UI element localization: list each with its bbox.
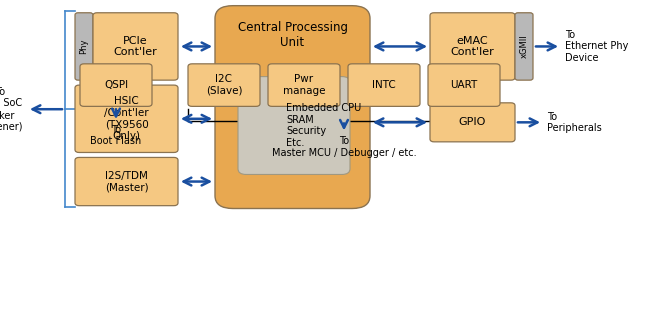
Text: QSPI: QSPI (104, 80, 128, 90)
FancyBboxPatch shape (75, 85, 178, 152)
Text: INTC: INTC (372, 80, 396, 90)
Text: PCIe
Cont'ler: PCIe Cont'ler (114, 36, 157, 57)
Text: I2C
(Slave): I2C (Slave) (206, 74, 242, 96)
Text: HSIC
/Cont'ler
(TX9560
Only): HSIC /Cont'ler (TX9560 Only) (104, 96, 148, 141)
Text: Pwr
manage: Pwr manage (282, 74, 325, 96)
FancyBboxPatch shape (268, 64, 340, 107)
Text: Embedded CPU
SRAM
Security
Etc.: Embedded CPU SRAM Security Etc. (286, 103, 361, 148)
Text: GPIO: GPIO (459, 117, 486, 127)
FancyBboxPatch shape (188, 64, 260, 107)
FancyBboxPatch shape (80, 64, 152, 107)
Text: Central Processing
Unit: Central Processing Unit (238, 22, 348, 49)
Text: Phy: Phy (79, 39, 88, 54)
Text: To
Peripherals: To Peripherals (547, 112, 602, 133)
Text: UART: UART (450, 80, 478, 90)
Text: xGMII: xGMII (519, 35, 529, 58)
FancyBboxPatch shape (238, 77, 350, 174)
Text: To
Boot Flash: To Boot Flash (90, 125, 142, 146)
FancyBboxPatch shape (93, 13, 178, 80)
Text: To
Ethernet Phy
Device: To Ethernet Phy Device (565, 30, 628, 63)
FancyBboxPatch shape (75, 13, 93, 80)
FancyBboxPatch shape (348, 64, 420, 107)
FancyBboxPatch shape (430, 13, 515, 80)
FancyBboxPatch shape (515, 13, 533, 80)
Text: eMAC
Cont'ler: eMAC Cont'ler (451, 36, 494, 57)
FancyBboxPatch shape (215, 6, 370, 209)
FancyBboxPatch shape (430, 103, 515, 142)
Text: To
Master MCU / Debugger / etc.: To Master MCU / Debugger / etc. (272, 136, 416, 158)
Text: I2S/TDM
(Master): I2S/TDM (Master) (105, 171, 148, 192)
FancyBboxPatch shape (428, 64, 500, 107)
FancyBboxPatch shape (75, 158, 178, 206)
Text: To
Host SoC
(Taker
/Listener): To Host SoC (Taker /Listener) (0, 87, 23, 132)
